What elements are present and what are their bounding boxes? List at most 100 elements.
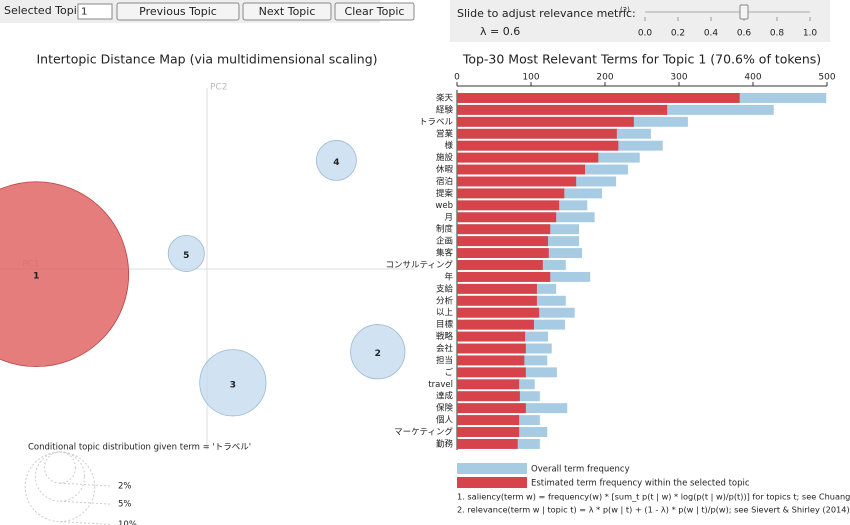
bar[interactable] [457,93,740,103]
size-legend-circle [43,451,77,484]
term-label: travel [428,380,453,390]
size-legend-label: 5% [118,500,132,510]
topic-circle[interactable] [350,324,406,380]
size-legend-leader [59,521,113,525]
topic-label: 2 [375,349,381,359]
bar[interactable] [457,104,668,115]
bar[interactable] [457,319,534,330]
bar[interactable] [457,367,526,378]
topic-circle[interactable] [167,235,205,272]
slider-note: (2) [620,6,630,14]
term-label: コンサルティング [386,259,454,270]
term-label: 目標 [436,319,454,330]
bar[interactable] [457,260,543,270]
bar[interactable] [457,248,549,259]
topic-value[interactable]: 1 [81,7,87,18]
term-label: 楽天 [436,92,454,103]
map-title: Intertopic Distance Map (via multidimens… [36,52,377,67]
term-label: ご [444,367,453,378]
topic-label: 4 [333,158,339,168]
term-label: 保険 [436,403,454,414]
size-legend-leader [59,500,113,505]
bar[interactable] [457,379,520,390]
button[interactable] [116,2,240,21]
slider-tick-label: 0.2 [671,29,685,39]
bar[interactable] [457,415,520,426]
lambda-label: λ = 0.6 [480,25,520,38]
slider-panel [450,0,830,42]
slider-tick-label: 0.4 [704,29,719,39]
bar[interactable] [457,200,560,211]
x-tick-label: 0 [454,73,460,83]
term-label: 企画 [436,236,453,247]
term-label: 施設 [436,152,454,163]
bar[interactable] [457,164,586,175]
bar[interactable] [457,271,551,282]
bar[interactable] [457,128,617,139]
button-label[interactable]: Next Topic [259,5,316,18]
slider-tick-label: 1.0 [803,29,818,39]
size-legend-circle [34,451,86,502]
topic-input[interactable] [77,3,113,20]
term-label: web [435,201,453,211]
bar[interactable] [457,188,565,199]
topic-label: 3 [230,380,236,390]
term-label: 戦略 [436,331,454,342]
bar[interactable] [457,403,526,414]
bar[interactable] [457,438,518,449]
topic-label: Selected Topic: [4,4,87,17]
bar[interactable] [457,212,557,223]
bar[interactable] [457,176,577,187]
bar[interactable] [457,224,551,235]
bar[interactable] [457,331,526,342]
bar[interactable] [457,140,619,151]
button[interactable] [242,2,332,21]
topic-label: 5 [183,251,189,261]
slider-tick-label: 0.0 [638,29,653,39]
slider-tick-label: 0.8 [770,29,785,39]
x-tick-label: 100 [522,73,539,83]
term-label: 営業 [436,128,454,139]
topic-circle[interactable] [199,349,267,417]
bar-title: Top-30 Most Relevant Terms for Topic 1 (… [462,52,821,67]
term-label: マーケティング [394,427,453,438]
size-legend-circle [24,451,96,523]
legend-swatch [457,477,527,488]
legend-label: Overall term frequency [531,465,630,475]
term-label: 休暇 [436,164,454,175]
bar[interactable] [457,427,520,437]
term-label: 提案 [436,188,454,199]
term-label: 年 [444,271,453,282]
bar[interactable] [457,283,537,294]
button-label[interactable]: Previous Topic [139,5,217,18]
bar[interactable] [457,152,599,163]
footnote: 1. saliency(term w) = frequency(w) * [su… [457,492,850,502]
topic-label: 1 [33,272,39,282]
bar[interactable] [457,236,549,247]
term-label: 達成 [436,391,454,402]
pc2-label: PC2 [210,83,227,93]
bar[interactable] [457,307,540,318]
size-legend-leader [59,482,113,487]
topic-circle[interactable] [315,140,357,181]
term-label: 経験 [436,104,454,115]
term-label: 月 [444,213,453,223]
size-legend-label: 10% [118,520,137,525]
slider-tick-label: 0.6 [737,29,752,39]
bar[interactable] [457,343,526,354]
button[interactable] [334,2,415,21]
bar[interactable] [457,391,520,402]
term-label: 会社 [436,343,454,354]
bar[interactable] [457,295,537,306]
term-label: 分析 [436,295,454,306]
bar[interactable] [457,116,634,127]
x-tick-label: 500 [818,73,835,83]
term-label: 宿泊 [436,176,453,187]
term-label: 勤務 [436,438,454,449]
slider-thumb[interactable] [739,4,749,20]
bar[interactable] [457,355,525,366]
button-label[interactable]: Clear Topic [345,5,405,18]
size-legend-label: 2% [118,482,132,492]
topic-circle[interactable] [0,181,130,367]
